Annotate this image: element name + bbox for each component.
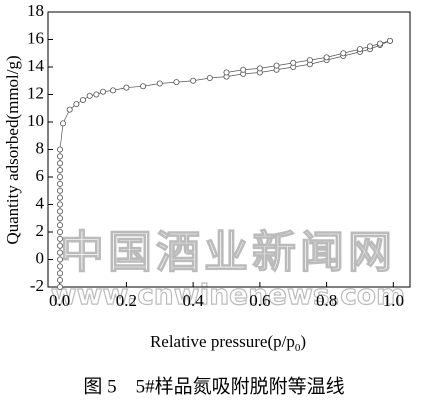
data-point [57, 249, 64, 256]
data-point [57, 242, 64, 249]
data-point [57, 263, 64, 270]
x-label-text: Relative pressure(p/p [150, 332, 295, 351]
data-point [386, 37, 393, 44]
data-point [110, 87, 117, 94]
data-point [73, 101, 80, 108]
x-tick-label: 0.2 [116, 291, 137, 310]
y-tick-label: -2 [30, 276, 44, 295]
data-point [340, 50, 347, 57]
data-point [376, 40, 383, 47]
y-tick-label: 12 [27, 83, 44, 102]
data-point [273, 62, 280, 69]
data-point [57, 270, 64, 277]
data-point [57, 283, 64, 290]
data-point [290, 59, 297, 66]
data-point [57, 277, 64, 284]
x-tick-label: 0.6 [249, 291, 270, 310]
data-point [57, 235, 64, 242]
data-point [57, 222, 64, 229]
data-point [156, 80, 163, 87]
x-tick-label: 0.0 [49, 291, 70, 310]
data-point [93, 91, 100, 98]
data-point [173, 79, 180, 86]
y-tick-label: 18 [27, 1, 44, 20]
data-point [57, 180, 64, 187]
data-point [140, 83, 147, 90]
y-tick-label: 8 [36, 138, 45, 157]
data-point [86, 92, 93, 99]
data-point [256, 65, 263, 72]
x-label-end: ) [300, 332, 306, 351]
x-axis-label: Relative pressure(p/p0) [150, 332, 306, 354]
caption: 图 5 5#样品氮吸附脱附等温线 [83, 375, 344, 397]
y-tick-label: 10 [27, 111, 44, 130]
data-point [356, 46, 363, 53]
data-point [57, 215, 64, 222]
data-point [223, 69, 230, 76]
data-point [240, 66, 247, 73]
data-point [66, 106, 73, 113]
watermark-url: www.cnwinenews.com [51, 278, 405, 311]
data-point [57, 201, 64, 208]
series-line [226, 40, 391, 73]
data-point [57, 194, 64, 201]
data-point [57, 160, 64, 167]
data-point [57, 208, 64, 215]
data-point [80, 97, 87, 104]
data-point [366, 43, 373, 50]
x-label-sub: 0 [295, 342, 301, 354]
x-tick-label: 1.0 [383, 291, 404, 310]
data-point [57, 146, 64, 153]
y-tick-label: 0 [36, 248, 45, 267]
data-point [57, 228, 64, 235]
data-point [306, 57, 313, 64]
data-point [323, 54, 330, 61]
data-point [57, 167, 64, 174]
data-point [57, 187, 64, 194]
y-axis-label: Quantity adsorbed(mmol/g) [3, 55, 22, 244]
data-point [57, 256, 64, 263]
data-point [206, 75, 213, 82]
y-tick-label: 14 [27, 56, 45, 75]
data-point [57, 173, 64, 180]
data-point [60, 120, 67, 127]
y-tick-label: 16 [27, 28, 44, 47]
data-point [57, 153, 64, 160]
watermark: 中国酒业新闻网 [60, 227, 396, 278]
data-point [100, 88, 107, 95]
data-point [190, 77, 197, 84]
x-tick-label: 0.8 [316, 291, 337, 310]
y-tick-label: 6 [36, 166, 45, 185]
y-tick-label: 2 [36, 221, 45, 240]
x-tick-label: 0.4 [183, 291, 205, 310]
data-point [123, 84, 130, 91]
y-tick-label: 4 [36, 193, 45, 212]
